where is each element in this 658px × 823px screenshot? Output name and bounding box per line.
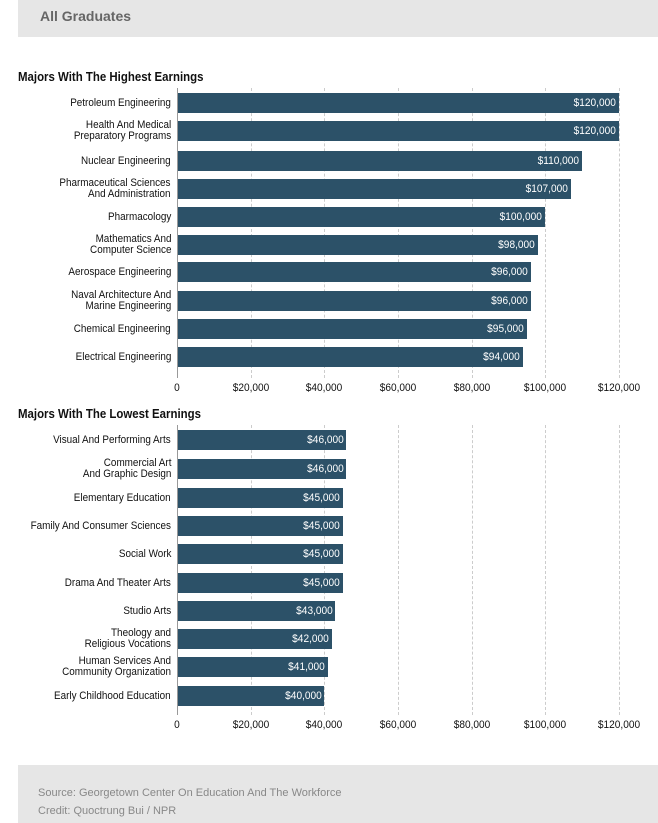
data-label: $120,000: [573, 97, 616, 109]
source-text: Source: Georgetown Center On Education A…: [38, 787, 342, 799]
data-label: $42,000: [292, 633, 329, 645]
bar: $43,000: [178, 601, 336, 621]
data-label: $107,000: [525, 183, 569, 195]
bar: $45,000: [178, 573, 343, 593]
bar: $98,000: [178, 235, 538, 255]
bar: $40,000: [178, 686, 325, 706]
bar: $45,000: [178, 488, 343, 508]
data-label: $43,000: [295, 605, 333, 617]
bar: $95,000: [178, 319, 527, 339]
x-tick-label: $40,000: [306, 382, 343, 394]
data-label: $45,000: [303, 520, 340, 532]
category-label: Pharmacology: [107, 211, 171, 223]
chart-title: Majors With The Lowest Earnings: [18, 406, 201, 421]
header-bar: All Graduates: [18, 0, 658, 37]
data-label: $46,000: [306, 463, 344, 475]
category-label: Family And Consumer Sciences: [30, 520, 171, 532]
x-tick-label: $100,000: [524, 719, 567, 731]
category-label: Electrical Engineering: [75, 351, 171, 363]
bar: $107,000: [178, 179, 572, 199]
category-label: Petroleum Engineering: [70, 97, 171, 109]
data-label: $45,000: [303, 492, 340, 504]
category-label: Theology and Religious Vocations: [84, 627, 171, 650]
data-label: $40,000: [284, 690, 322, 702]
gridline: [250, 88, 252, 378]
category-label: Chemical Engineering: [74, 323, 171, 335]
data-label: $46,000: [306, 434, 344, 446]
data-label: $95,000: [487, 323, 524, 335]
x-tick-label: $120,000: [597, 719, 641, 731]
category-label: Mathematics And Computer Science: [89, 233, 171, 256]
gridline: [619, 88, 620, 378]
data-label: $110,000: [537, 155, 580, 167]
gridline: [398, 425, 399, 715]
bar: $120,000: [178, 121, 619, 141]
category-label: Social Work: [118, 548, 171, 560]
category-label: Naval Architecture And Marine Engineering: [70, 289, 171, 312]
gridline: [545, 88, 547, 378]
data-label: $41,000: [288, 661, 326, 673]
data-label: $120,000: [573, 125, 616, 137]
footer: Source: Georgetown Center On Education A…: [18, 765, 658, 823]
category-label: Elementary Education: [74, 492, 171, 504]
bar: $96,000: [178, 291, 531, 311]
category-label: Pharmaceutical Sciences And Administratio…: [59, 177, 171, 200]
gridline: [398, 88, 399, 378]
x-tick-label: 0: [174, 719, 180, 731]
category-label: Nuclear Engineering: [81, 155, 171, 167]
bar: $45,000: [178, 544, 343, 564]
bar: $100,000: [178, 207, 546, 227]
bar: $45,000: [178, 516, 343, 536]
gridline: [545, 425, 547, 715]
data-label: $96,000: [491, 295, 528, 307]
category-label: Health And Medical Preparatory Programs: [73, 119, 171, 142]
credit-text: Credit: Quoctrung Bui / NPR: [38, 805, 177, 817]
category-label: Human Services And Community Organization: [62, 655, 171, 678]
y-axis-line: [177, 425, 178, 715]
bar: $42,000: [178, 629, 332, 649]
x-tick-label: $60,000: [379, 719, 417, 731]
data-label: $45,000: [303, 548, 340, 560]
x-tick-label: $20,000: [232, 382, 269, 394]
gridline: [250, 425, 252, 715]
x-tick-label: $20,000: [232, 719, 269, 731]
category-label: Commercial Art And Graphic Design: [82, 457, 171, 480]
chart-title: Majors With The Highest Earnings: [18, 69, 204, 84]
gridline: [619, 425, 620, 715]
data-label: $45,000: [303, 577, 340, 589]
category-label: Aerospace Engineering: [68, 266, 171, 278]
header-title: All Graduates: [40, 8, 132, 24]
data-label: $94,000: [483, 351, 521, 363]
category-label: Visual And Performing Arts: [53, 434, 171, 446]
data-label: $100,000: [500, 211, 543, 223]
category-label: Studio Arts: [123, 605, 171, 617]
category-label: Drama And Theater Arts: [64, 577, 171, 589]
bar: $41,000: [178, 657, 329, 677]
bar: $110,000: [178, 151, 583, 171]
bar: $96,000: [178, 262, 531, 282]
x-tick-label: 0: [174, 382, 180, 394]
x-tick-label: $40,000: [306, 719, 343, 731]
bar: $120,000: [178, 93, 619, 113]
gridline: [324, 425, 326, 715]
x-tick-label: $120,000: [597, 382, 641, 394]
gridline: [471, 88, 473, 378]
x-tick-label: $80,000: [453, 719, 490, 731]
x-tick-label: $100,000: [524, 382, 567, 394]
category-label: Early Childhood Education: [54, 690, 171, 702]
data-label: $96,000: [491, 266, 528, 278]
bar: $46,000: [178, 459, 347, 479]
x-tick-label: $80,000: [453, 382, 490, 394]
bar: $46,000: [178, 430, 347, 450]
gridline: [324, 88, 326, 378]
y-axis-line: [177, 88, 178, 378]
x-tick-label: $60,000: [379, 382, 417, 394]
bar: $94,000: [178, 347, 524, 367]
data-label: $98,000: [498, 239, 535, 251]
gridline: [471, 425, 473, 715]
